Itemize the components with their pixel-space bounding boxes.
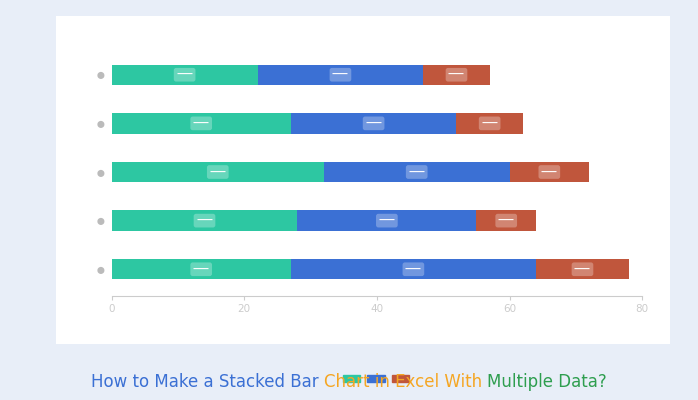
- Text: Multiple Data?: Multiple Data?: [487, 373, 607, 391]
- Text: ——: ——: [193, 119, 209, 128]
- Text: ——: ——: [448, 70, 465, 79]
- Bar: [112, 64, 258, 85]
- Bar: [112, 162, 324, 182]
- FancyBboxPatch shape: [43, 10, 683, 350]
- Bar: [290, 113, 456, 134]
- Legend: , , : , ,: [339, 370, 415, 388]
- Bar: [476, 210, 536, 231]
- Text: ——: ——: [365, 119, 382, 128]
- Bar: [112, 259, 290, 280]
- Text: ——: ——: [405, 265, 422, 274]
- Text: ——: ——: [378, 216, 395, 225]
- Text: ——: ——: [498, 216, 514, 225]
- Bar: [112, 210, 297, 231]
- Text: Chart in Excel With: Chart in Excel With: [324, 373, 487, 391]
- Text: ——: ——: [408, 168, 425, 176]
- Bar: [258, 64, 423, 85]
- Text: How to Make a Stacked Bar: How to Make a Stacked Bar: [91, 373, 324, 391]
- Bar: [324, 162, 510, 182]
- Text: ——: ——: [481, 119, 498, 128]
- Bar: [297, 210, 476, 231]
- Bar: [510, 162, 589, 182]
- Text: ——: ——: [332, 70, 349, 79]
- Bar: [290, 259, 536, 280]
- Text: ——: ——: [574, 265, 591, 274]
- Bar: [456, 113, 523, 134]
- Text: ——: ——: [193, 265, 209, 274]
- Bar: [536, 259, 629, 280]
- Bar: [423, 64, 490, 85]
- Text: ——: ——: [176, 70, 193, 79]
- Text: ——: ——: [541, 168, 558, 176]
- Bar: [112, 113, 290, 134]
- Text: ——: ——: [196, 216, 213, 225]
- Text: ——: ——: [209, 168, 226, 176]
